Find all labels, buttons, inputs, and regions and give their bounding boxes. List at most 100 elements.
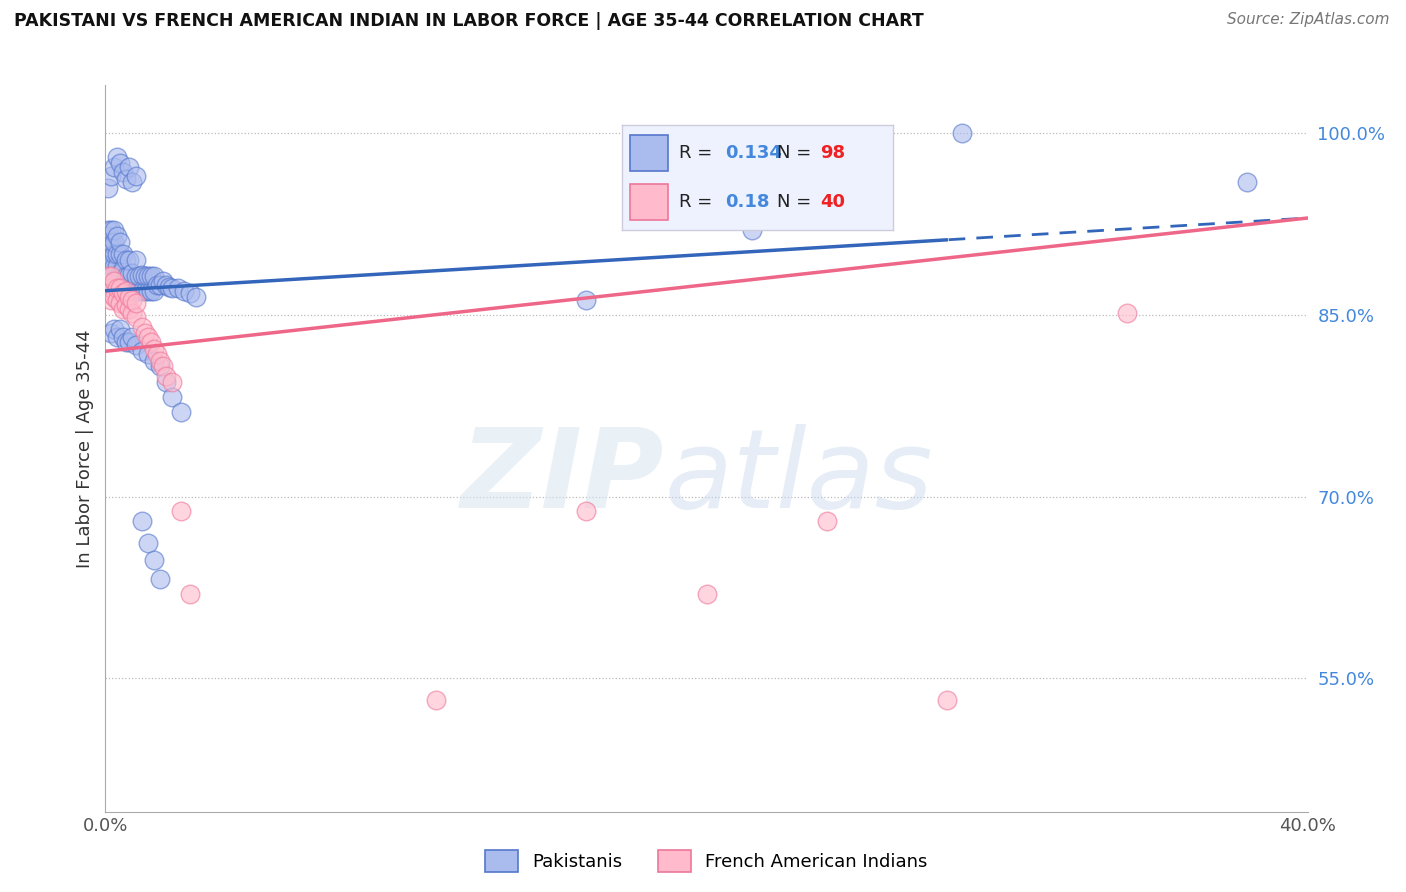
Bar [630,184,668,219]
Point [100,293,122,308]
Point [118,268,141,282]
Point [136,284,159,298]
Legend: Pakistanis, French American Indians: Pakistanis, French American Indians [485,850,928,871]
Point [97,229,120,244]
Point [118,290,141,304]
Point [97,266,120,280]
Point [815,514,838,528]
Point [112,277,135,292]
Point [155,375,177,389]
Point [100,271,122,285]
Point [160,375,183,389]
Point [107,277,129,292]
Point [100,235,122,250]
Point [1116,305,1139,319]
Point [121,281,143,295]
Point [118,301,141,316]
Point [166,281,188,295]
Point [124,296,146,310]
Point [107,151,129,165]
Point [97,286,120,301]
Point [121,266,143,280]
Point [184,290,207,304]
Point [145,347,167,361]
Point [575,293,598,308]
Point [155,277,177,292]
Point [936,693,959,707]
Text: 40: 40 [820,193,845,211]
Point [100,269,122,284]
Point [103,160,125,174]
Point [97,269,120,284]
Point [148,277,170,292]
Point [121,175,143,189]
Point [142,284,165,298]
Point [107,247,129,261]
Point [107,330,129,344]
Point [136,269,159,284]
Point [696,587,718,601]
Text: ZIP: ZIP [461,424,665,531]
Point [131,514,153,528]
Point [112,165,135,179]
Point [136,330,159,344]
Point [169,504,191,518]
Point [100,241,122,255]
Point [115,284,138,298]
Point [134,326,156,340]
Point [152,274,174,288]
Point [97,180,120,194]
Text: 0.134: 0.134 [725,145,782,162]
Point [103,322,125,336]
Point [145,277,167,292]
Point [100,169,122,183]
Point [169,405,191,419]
Point [110,296,132,310]
Point [173,284,195,298]
Point [97,247,120,261]
Point [128,269,150,284]
Point [142,354,165,368]
Point [425,693,447,707]
Point [112,247,135,261]
Point [134,284,156,298]
Point [152,359,174,373]
Point [121,293,143,308]
Point [110,156,132,170]
Point [110,266,132,280]
Point [118,334,141,349]
Text: N =: N = [776,193,817,211]
Point [115,269,138,284]
Point [160,281,183,295]
Point [97,235,120,250]
Text: 0.18: 0.18 [725,193,769,211]
Point [136,535,159,549]
Point [139,334,162,349]
Point [124,338,146,352]
Point [100,260,122,274]
Point [179,587,201,601]
Point [112,330,135,344]
Point [100,284,122,298]
Point [950,126,973,140]
Point [115,334,138,349]
Point [103,260,125,274]
Point [131,284,153,298]
Point [115,284,138,298]
Point [110,247,132,261]
Point [107,281,129,295]
Point [118,253,141,268]
Point [121,305,143,319]
Bar [630,136,668,171]
Point [155,368,177,383]
Point [118,284,141,298]
Text: Source: ZipAtlas.com: Source: ZipAtlas.com [1226,12,1389,27]
Point [110,277,132,292]
Point [134,269,156,284]
Point [103,235,125,250]
Point [100,223,122,237]
Point [142,342,165,356]
Point [110,235,132,250]
Y-axis label: In Labor Force | Age 35-44: In Labor Force | Age 35-44 [76,329,94,567]
Point [121,330,143,344]
